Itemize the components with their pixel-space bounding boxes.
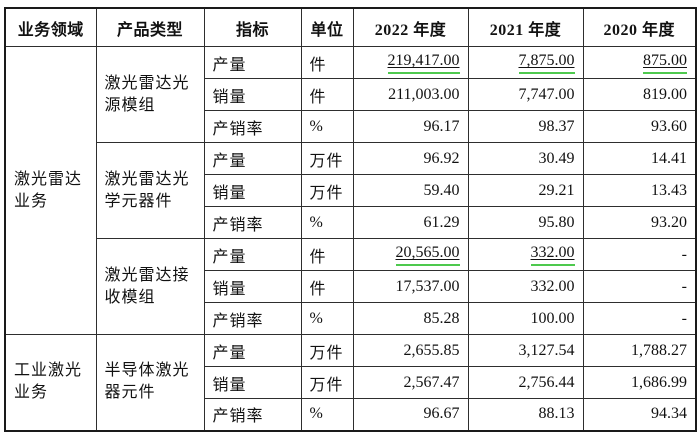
value-cell-2022: 2,567.47	[352, 366, 469, 399]
metric-cell: 产量	[203, 142, 302, 175]
unit-cell: %	[300, 110, 354, 143]
unit-cell: 件	[300, 46, 354, 79]
value-cell-2020: 875.00	[582, 46, 697, 79]
value-cell-2020: 13.43	[582, 174, 697, 207]
value-cell-2021: 30.49	[467, 142, 584, 175]
marked-value: 7,875.00	[518, 51, 575, 74]
value-cell-2020: 93.20	[582, 206, 697, 239]
value-cell-2020: -	[582, 270, 697, 303]
table-row: 激光雷达光学元器件 产量 万件 96.92 30.49 14.41	[5, 142, 697, 239]
value-cell-2022: 61.29	[352, 206, 469, 239]
header-year-2022: 2022 年度	[352, 7, 469, 47]
value-cell-2021: 98.37	[467, 110, 584, 143]
value-cell-2021: 88.13	[467, 398, 584, 431]
product-cell-semiconductor-laser: 半导体激光器元件	[95, 334, 205, 431]
header-product-type: 产品类型	[95, 7, 205, 47]
product-cell-optical-components: 激光雷达光学元器件	[95, 142, 205, 239]
area-cell-industrial: 工业激光业务	[4, 334, 97, 431]
unit-cell: 万件	[300, 174, 354, 207]
metric-cell: 产销率	[203, 302, 302, 335]
metric-cell: 产销率	[203, 206, 302, 239]
header-year-2020: 2020 年度	[582, 7, 697, 47]
value-cell-2020: 93.60	[582, 110, 697, 143]
value-cell-2021: 2,756.44	[467, 366, 584, 399]
value-cell-2021: 100.00	[467, 302, 584, 335]
metric-cell: 产销率	[203, 398, 302, 431]
value-cell-2021: 332.00	[467, 238, 584, 271]
metric-cell: 销量	[203, 366, 302, 399]
unit-cell: 件	[300, 78, 354, 111]
value-cell-2021: 7,875.00	[467, 46, 584, 79]
unit-cell: %	[300, 398, 354, 431]
unit-cell: 万件	[300, 334, 354, 367]
value-cell-2020: -	[582, 302, 697, 335]
value-cell-2020: 819.00	[582, 78, 697, 111]
table-row: 销量 件 211,003.00 7,747.00 819.00	[5, 78, 697, 111]
unit-cell: 万件	[300, 366, 354, 399]
area-cell-lidar: 激光雷达业务	[4, 46, 97, 335]
unit-cell: 件	[300, 238, 354, 271]
metric-cell: 产量	[203, 238, 302, 271]
value-cell-2022: 85.28	[352, 302, 469, 335]
unit-cell: %	[300, 206, 354, 239]
value-cell-2022: 211,003.00	[352, 78, 469, 111]
marked-value: 219,417.00	[387, 51, 460, 74]
value-cell-2022: 2,655.85	[352, 334, 469, 367]
table-row: 激光雷达接收模组 产量 件 20,565.00 332.00 -	[5, 238, 697, 335]
table-row: 产销率 % 96.67 88.13 94.34	[5, 398, 697, 431]
unit-cell: %	[300, 302, 354, 335]
metric-cell: 产量	[203, 334, 302, 367]
product-cell-source-module: 激光雷达光源模组	[95, 46, 205, 143]
value-cell-2020: -	[582, 238, 697, 271]
table-row: 产销率 % 96.17 98.37 93.60	[5, 110, 697, 143]
header-year-2021: 2021 年度	[467, 7, 584, 47]
value-cell-2020: 14.41	[582, 142, 697, 175]
value-cell-2022: 96.67	[352, 398, 469, 431]
value-cell-2021: 7,747.00	[467, 78, 584, 111]
value-cell-2021: 95.80	[467, 206, 584, 239]
value-cell-2022: 17,537.00	[352, 270, 469, 303]
header-unit: 单位	[300, 7, 354, 47]
value-cell-2021: 29.21	[467, 174, 584, 207]
value-cell-2022: 96.92	[352, 142, 469, 175]
unit-cell: 万件	[300, 142, 354, 175]
table-row: 工业激光业务 半导体激光器元件 产量 万件 2,655.85 3,127.54 …	[4, 334, 697, 431]
header-metric: 指标	[203, 7, 302, 47]
value-cell-2022: 20,565.00	[352, 238, 469, 271]
product-cell-receiver-module: 激光雷达接收模组	[95, 238, 205, 335]
header-row: 业务领域 产品类型 指标 单位 2022 年度 2021 年度 2020 年度	[4, 7, 697, 47]
value-cell-2022: 96.17	[352, 110, 469, 143]
production-sales-table: 业务领域 产品类型 指标 单位 2022 年度 2021 年度 2020 年度 …	[4, 7, 697, 432]
unit-cell: 件	[300, 270, 354, 303]
metric-cell: 产销率	[203, 110, 302, 143]
value-cell-2022: 59.40	[352, 174, 469, 207]
table-row: 销量 万件 59.40 29.21 13.43	[5, 174, 697, 207]
value-cell-2022: 219,417.00	[352, 46, 469, 79]
metric-cell: 销量	[203, 78, 302, 111]
metric-cell: 销量	[203, 174, 302, 207]
value-cell-2020: 1,686.99	[582, 366, 697, 399]
marked-value: 332.00	[530, 243, 575, 266]
table-row: 销量 万件 2,567.47 2,756.44 1,686.99	[5, 366, 697, 399]
table-row: 激光雷达业务 激光雷达光源模组 产量 件 219,417.00 7,875.00…	[4, 46, 697, 335]
marked-value: 20,565.00	[395, 243, 460, 266]
metric-cell: 销量	[203, 270, 302, 303]
value-cell-2021: 3,127.54	[467, 334, 584, 367]
marked-value: 875.00	[643, 51, 687, 74]
table-row: 产销率 % 61.29 95.80 93.20	[5, 206, 697, 239]
value-cell-2020: 1,788.27	[582, 334, 697, 367]
table-row: 销量 件 17,537.00 332.00 -	[5, 270, 697, 303]
table-row: 产销率 % 85.28 100.00 -	[5, 302, 697, 335]
value-cell-2021: 332.00	[467, 270, 584, 303]
header-business-area: 业务领域	[4, 7, 97, 47]
value-cell-2020: 94.34	[582, 398, 697, 431]
metric-cell: 产量	[203, 46, 302, 79]
